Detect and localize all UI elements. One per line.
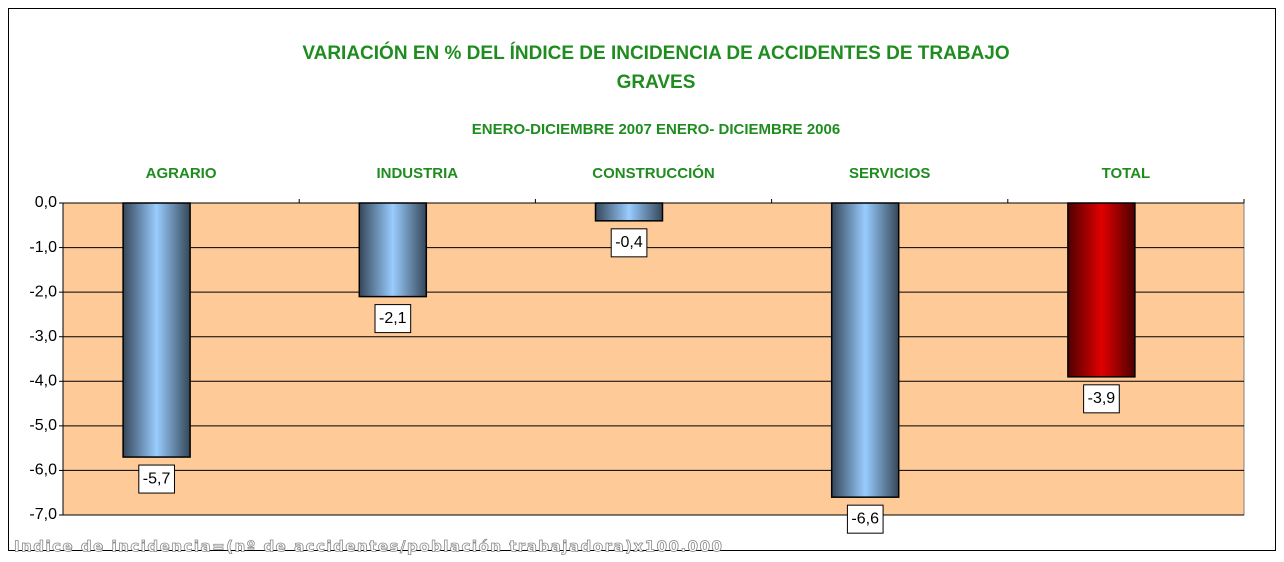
x-tick-label: TOTAL [1102, 165, 1151, 182]
x-tick-label: SERVICIOS [849, 165, 930, 182]
value-label: -2,1 [379, 310, 407, 327]
bar [594, 202, 664, 222]
value-label-box [374, 304, 412, 334]
value-label: -6,6 [851, 510, 879, 527]
chart-title-line2: GRAVES [617, 72, 696, 93]
x-tick-label: AGRARIO [146, 165, 217, 182]
y-tick-label: 0,0 [35, 194, 57, 211]
bar [1067, 202, 1136, 378]
y-tick-label: -7,0 [29, 506, 57, 523]
value-label-box [1083, 384, 1120, 414]
y-tick-label: -6,0 [29, 462, 57, 479]
value-label-box [610, 228, 648, 258]
y-tick-label: -3,0 [29, 328, 57, 345]
bar [122, 202, 191, 458]
chart-title: VARIACIÓN EN % DEL ÍNDICE DE INCIDENCIA … [302, 42, 1009, 64]
value-label: -0,4 [615, 234, 643, 251]
value-label-box [846, 504, 884, 534]
chart-subtitle: ENERO-DICIEMBRE 2007 ENERO- DICIEMBRE 20… [472, 121, 840, 138]
plot-area [62, 202, 1245, 516]
bar [830, 202, 900, 498]
value-label-box [138, 464, 175, 494]
x-tick-label: INDUSTRIA [376, 165, 458, 182]
y-tick-label: -1,0 [29, 239, 57, 256]
value-label: -3,9 [1088, 390, 1116, 407]
x-tick-label: CONSTRUCCIÓN [592, 164, 715, 182]
y-tick-label: -4,0 [29, 373, 57, 390]
bar [358, 202, 428, 298]
y-tick-label: -2,0 [29, 283, 57, 300]
footnote: Indice de incidencia=(nº de accidentes/p… [14, 538, 723, 556]
y-tick-label: -5,0 [29, 417, 57, 434]
value-label: -5,7 [143, 470, 171, 487]
